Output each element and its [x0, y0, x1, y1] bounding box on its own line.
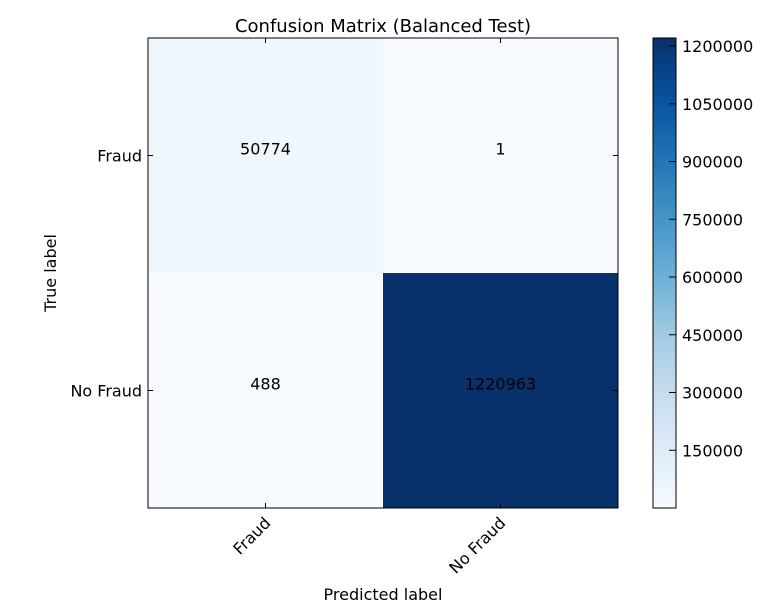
colorbar-tick-label: 600000 — [682, 268, 743, 287]
matrix-cell — [148, 273, 383, 508]
y-axis-label: True label — [41, 234, 60, 313]
y-tick-label: No Fraud — [70, 382, 142, 401]
x-tick-label: No Fraud — [445, 513, 509, 577]
colorbar-tick-label: 1050000 — [682, 95, 753, 114]
matrix-cell — [383, 38, 618, 273]
x-axis-label: Predicted label — [324, 585, 443, 602]
colorbar-tick-label: 150000 — [682, 441, 743, 460]
matrix-cells: 50774 1 488 1220963 — [148, 38, 618, 508]
colorbar-tick-label: 1200000 — [682, 37, 753, 56]
colorbar-tick-label: 750000 — [682, 210, 743, 229]
colorbar-tick-label: 450000 — [682, 326, 743, 345]
x-tick-label: Fraud — [229, 513, 274, 558]
chart-title: Confusion Matrix (Balanced Test) — [235, 16, 531, 37]
cell-value-label: 1 — [495, 140, 505, 159]
y-tick-label: Fraud — [97, 147, 142, 166]
cell-value-label: 488 — [250, 375, 281, 394]
colorbar-ticks: 150000 300000 450000 600000 750000 900000 1050… — [669, 37, 753, 460]
matrix-cell — [383, 273, 618, 508]
colorbar-tick-label: 300000 — [682, 384, 743, 403]
matrix-cell — [148, 38, 383, 273]
cell-value-label: 50774 — [240, 140, 291, 159]
plot-frame — [147, 37, 619, 509]
cell-value-label: 1220963 — [465, 375, 536, 394]
colorbar-tick-label: 900000 — [682, 153, 743, 172]
colorbar — [652, 37, 677, 509]
